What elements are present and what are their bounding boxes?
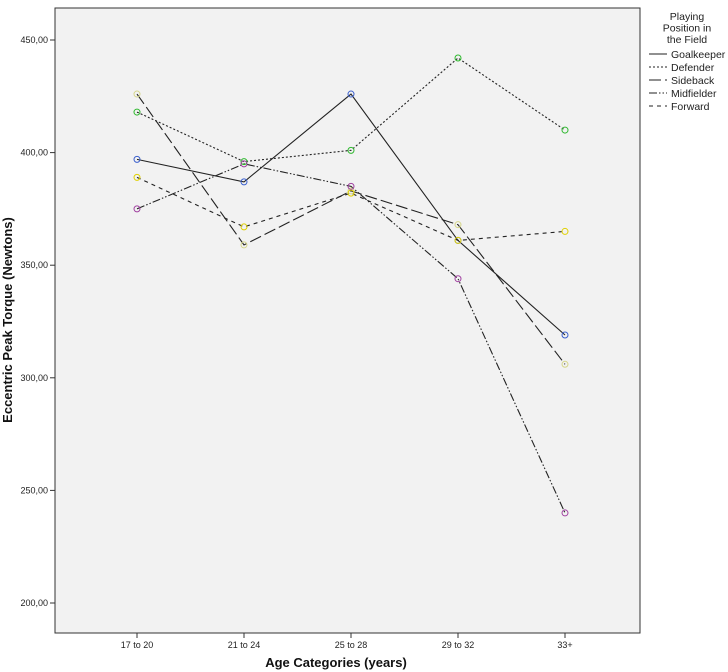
data-point-sideback	[454, 221, 462, 229]
data-point-defender	[133, 108, 141, 116]
y-tick-label: 450,00	[20, 35, 48, 45]
data-point-goalkeeper	[240, 178, 248, 186]
legend-label-sideback: Sideback	[671, 75, 715, 87]
y-tick-label: 200,00	[20, 598, 48, 608]
y-tick-label: 350,00	[20, 260, 48, 270]
data-point-midfielder	[454, 275, 462, 283]
data-point-defender	[561, 126, 569, 134]
legend-label-defender: Defender	[671, 62, 715, 74]
y-tick-label: 250,00	[20, 485, 48, 495]
x-tick-label: 29 to 32	[442, 640, 475, 650]
series-line-defender	[136, 57, 566, 163]
data-point-sideback	[347, 187, 355, 195]
legend-label-forward: Forward	[671, 101, 710, 113]
legend-title: Playing	[670, 11, 705, 23]
series-lines	[136, 57, 566, 514]
data-point-midfielder	[347, 182, 355, 190]
x-tick-label: 33+	[557, 640, 572, 650]
data-point-defender	[347, 146, 355, 154]
data-point-defender	[240, 158, 248, 166]
y-tick-label: 300,00	[20, 373, 48, 383]
x-tick-label: 21 to 24	[228, 640, 261, 650]
series-line-midfielder	[136, 163, 566, 514]
data-point-sideback	[561, 360, 569, 368]
legend-label-midfielder: Midfielder	[671, 88, 717, 100]
data-point-forward	[240, 223, 248, 231]
y-axis-title: Eccentric Peak Torque (Newtons)	[0, 217, 15, 423]
y-tick-label: 400,00	[20, 148, 48, 158]
data-point-forward	[454, 236, 462, 244]
data-point-goalkeeper	[561, 331, 569, 339]
data-point-goalkeeper	[347, 90, 355, 98]
data-point-forward	[133, 173, 141, 181]
data-point-forward	[347, 189, 355, 197]
plot-area	[54, 7, 641, 634]
x-tick-label: 17 to 20	[121, 640, 154, 650]
y-axis: 200,00 250,00 300,00 350,00 400,00 450,00	[20, 35, 55, 608]
data-point-goalkeeper	[133, 155, 141, 163]
series-line-sideback	[136, 93, 566, 365]
data-point-midfielder	[133, 205, 141, 213]
data-point-midfielder	[240, 160, 248, 168]
x-axis-title: Age Categories (years)	[265, 655, 407, 670]
data-point-forward	[561, 227, 569, 235]
data-point-sideback	[240, 241, 248, 249]
data-point-defender	[454, 54, 462, 62]
data-markers	[133, 54, 569, 517]
legend-title: the Field	[667, 34, 707, 46]
x-tick-label: 25 to 28	[335, 640, 368, 650]
data-point-midfielder	[561, 509, 569, 517]
legend-label-goalkeeper: Goalkeeper	[671, 49, 726, 61]
series-line-goalkeeper	[136, 93, 566, 336]
x-axis: 17 to 20 21 to 24 25 to 28 29 to 32 33+	[121, 633, 573, 650]
data-point-sideback	[133, 90, 141, 98]
legend-title: Position in	[663, 23, 712, 35]
